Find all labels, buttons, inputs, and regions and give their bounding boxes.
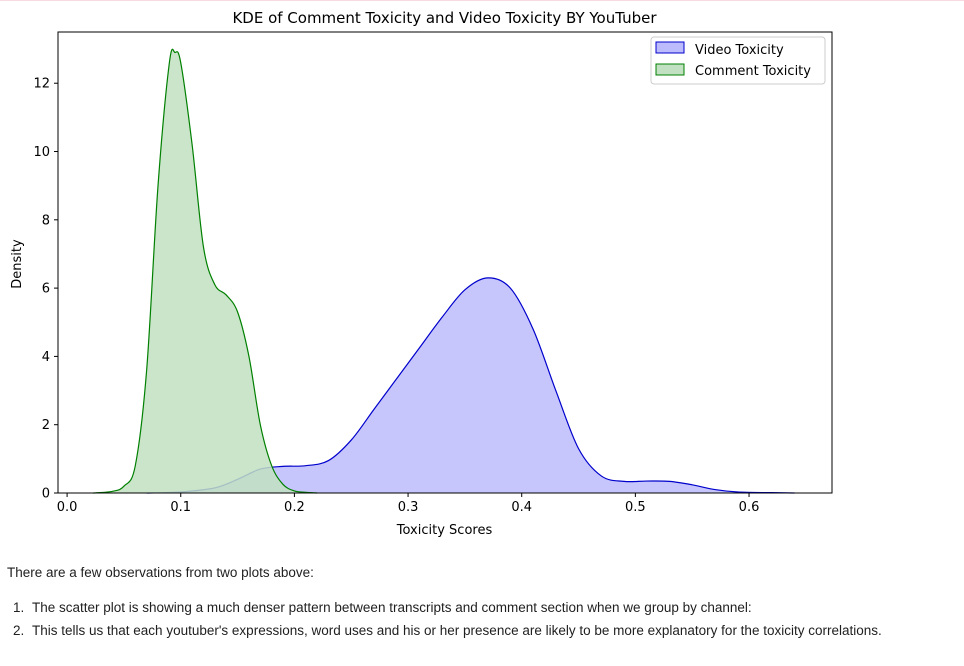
- x-tick-label: 0.2: [284, 500, 305, 515]
- legend-swatch-comment-toxicity: [655, 63, 685, 76]
- y-tick-label: 12: [33, 77, 50, 92]
- x-tick-label: 0.3: [398, 500, 419, 515]
- y-tick-label: 2: [42, 418, 50, 433]
- x-tick-label: 0.4: [511, 500, 532, 515]
- kde-chart: KDE of Comment Toxicity and Video Toxici…: [10, 9, 833, 538]
- top-divider: [0, 0, 964, 1]
- x-tick-label: 0.6: [739, 500, 760, 515]
- series-area-video-toxicity: [146, 277, 795, 493]
- y-axis-ticks: 0 2 4 6 8 10 12: [33, 77, 58, 502]
- observations-text: There are a few observations from two pl…: [7, 563, 962, 642]
- series-layer: [93, 48, 795, 494]
- y-tick-label: 10: [33, 145, 50, 160]
- series-line-comment-toxicity: [93, 48, 318, 494]
- x-tick-label: 0.1: [170, 500, 191, 515]
- y-tick-label: 4: [42, 350, 50, 365]
- x-tick-label: 0.5: [625, 500, 646, 515]
- legend: Video Toxicity Comment Toxicity: [650, 36, 826, 85]
- legend-frame: [650, 36, 826, 85]
- y-axis-label: Density: [10, 239, 25, 289]
- observation-item-2: This tells us that each youtuber's expre…: [28, 619, 962, 642]
- legend-swatch-video-toxicity: [655, 41, 685, 54]
- y-tick-label: 0: [42, 487, 50, 502]
- y-tick-label: 6: [42, 282, 50, 297]
- series-area-comment-toxicity: [93, 49, 318, 494]
- legend-label-video-toxicity: Video Toxicity: [695, 43, 784, 58]
- observation-item-1: The scatter plot is showing a much dense…: [28, 596, 962, 619]
- x-axis-ticks: 0.0 0.1 0.2 0.3 0.4 0.5 0.6: [57, 493, 760, 515]
- observations-intro: There are a few observations from two pl…: [7, 565, 314, 580]
- x-tick-label: 0.0: [57, 500, 78, 515]
- plot-frame: [57, 31, 833, 494]
- observations-list: The scatter plot is showing a much dense…: [7, 596, 962, 642]
- x-axis-label: Toxicity Scores: [396, 523, 493, 538]
- y-tick-label: 8: [42, 213, 50, 228]
- legend-label-comment-toxicity: Comment Toxicity: [695, 64, 811, 79]
- chart-title: KDE of Comment Toxicity and Video Toxici…: [232, 9, 657, 27]
